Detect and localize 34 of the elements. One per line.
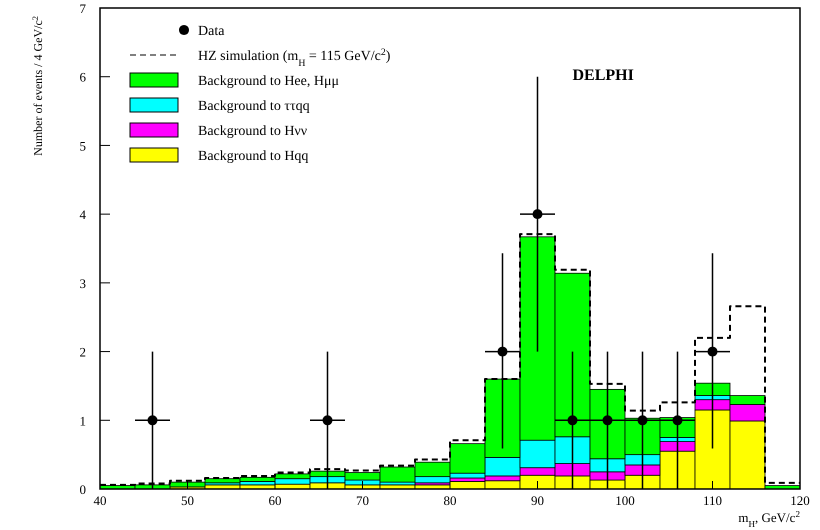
y-tick-label: 0 [80,482,86,497]
legend-label: Background to Hee, Hμμ [198,74,339,89]
point [498,346,508,357]
y-tick-label: 3 [80,276,86,291]
point [322,415,332,426]
annotation: DELPHI [572,67,634,84]
x-tick-label: 40 [94,493,106,508]
point [148,415,158,426]
point [672,415,682,426]
point [602,415,612,426]
x-tick-label: 80 [444,493,456,508]
legend-label: Background to Hqq [198,149,308,164]
legend-label: Background to ττqq [198,99,310,114]
x-tick-label: 110 [702,493,722,508]
legend-label: HZ simulation (m$_{H}$ = 115 GeV/c$^{2}$) [198,46,391,68]
point [532,209,542,220]
point [638,415,648,426]
y-tick-label: 1 [80,413,86,428]
y-tick-label: 7 [80,1,86,16]
y-tick-label: 4 [80,207,86,222]
x-tick-label: 70 [356,493,369,508]
x-tick-label: 90 [531,493,544,508]
y-tick-label: 6 [80,70,86,85]
x-axis-title: m$_{H}$, GeV/c$^{2}$ [738,509,800,529]
x-tick-label: 50 [181,493,194,508]
legend-label: Background to Hνν [198,124,308,139]
point [708,346,718,357]
point [568,415,578,426]
y-tick-label: 2 [80,344,86,360]
x-tick-label: 100 [615,493,635,508]
x-tick-label: 120 [790,493,810,508]
legend-label: Data [198,24,226,39]
y-tick-label: 5 [80,138,86,154]
x-tick-label: 60 [268,493,282,508]
